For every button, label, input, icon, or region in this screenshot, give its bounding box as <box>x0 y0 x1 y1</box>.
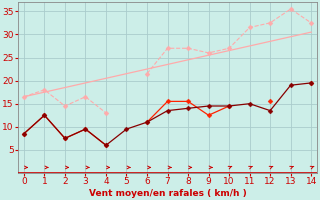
X-axis label: Vent moyen/en rafales ( km/h ): Vent moyen/en rafales ( km/h ) <box>89 189 246 198</box>
